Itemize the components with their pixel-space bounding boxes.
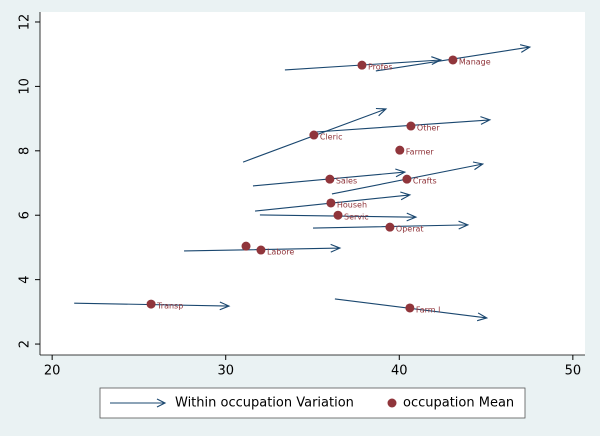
point-label: Sales <box>336 177 357 186</box>
point-label: Labore <box>267 248 294 257</box>
y-tick-label: 8 <box>18 147 33 155</box>
mean-point <box>241 241 251 251</box>
mean-point <box>385 222 395 232</box>
legend-dot <box>387 398 397 408</box>
legend-arrow <box>110 398 167 408</box>
mean-point <box>309 130 319 140</box>
mean-point <box>395 145 405 155</box>
mean-point <box>256 245 266 255</box>
point-label: Operat <box>396 225 424 234</box>
point-label: Crafts <box>413 177 437 186</box>
legend-label: Within occupation Variation <box>175 396 354 411</box>
mean-point <box>326 198 336 208</box>
mean-point <box>448 55 458 65</box>
point-label: Transp <box>156 302 183 311</box>
arrow <box>313 116 492 133</box>
legend-label: occupation Mean <box>403 396 514 411</box>
mean-point <box>402 174 412 184</box>
point-label: Cleric <box>320 133 343 142</box>
point-label: Other <box>417 124 440 133</box>
y-tick-label: 10 <box>18 78 33 95</box>
point-label: Farm l <box>416 305 440 314</box>
plot-area <box>40 12 585 355</box>
mean-point <box>146 299 156 309</box>
mean-point <box>405 303 415 313</box>
mean-point <box>325 174 335 184</box>
mean-point <box>406 121 416 131</box>
point-label: Profes <box>368 63 393 72</box>
x-tick-label: 30 <box>217 364 234 379</box>
point-label: Manage <box>459 57 491 66</box>
y-tick-label: 2 <box>18 340 33 348</box>
y-tick-label: 6 <box>18 211 33 219</box>
mean-point <box>357 60 367 70</box>
point-label: Househ <box>337 200 367 209</box>
y-tick-label: 4 <box>18 275 33 283</box>
point-label: Servic <box>344 213 369 222</box>
legend <box>99 387 526 419</box>
y-tick-label: 12 <box>18 14 33 31</box>
x-tick-label: 20 <box>44 364 61 379</box>
x-tick-label: 40 <box>391 364 408 379</box>
mean-point <box>333 210 343 220</box>
x-tick-label: 50 <box>565 364 582 379</box>
point-label: Farmer <box>406 148 435 157</box>
